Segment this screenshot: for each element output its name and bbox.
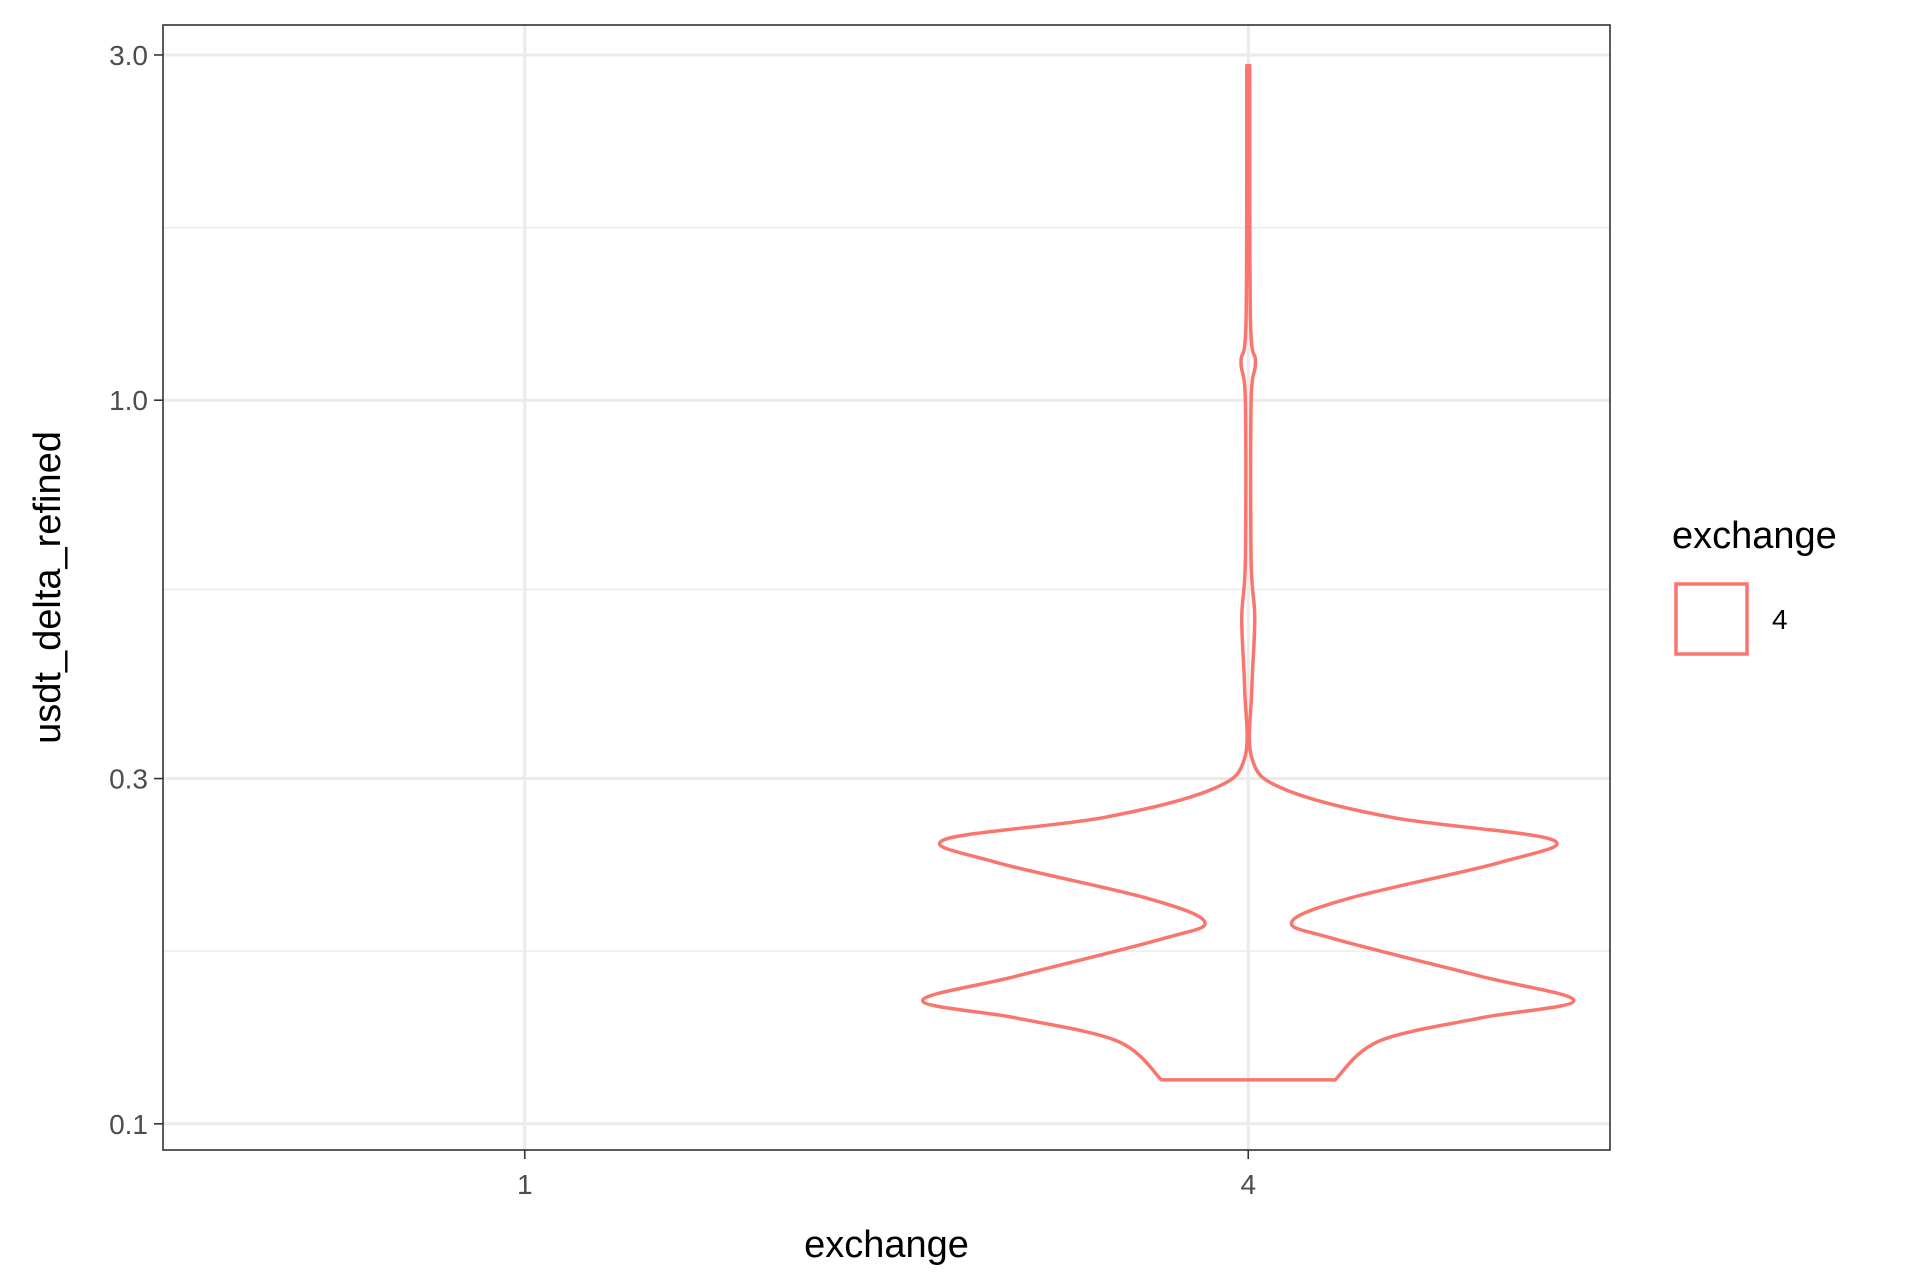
x-axis-title: exchange [804, 1224, 969, 1266]
legend-entries: 4 [1674, 582, 1788, 656]
y-tick-label: 3.0 [109, 40, 148, 71]
legend-key-4 [1674, 582, 1749, 656]
y-axis: 0.1 0.3 1.0 3.0 [109, 40, 163, 1140]
violin-layer [920, 63, 1576, 1082]
legend-label: 4 [1772, 604, 1788, 635]
y-tick-label: 0.1 [109, 1109, 148, 1140]
panel-border [162, 24, 1611, 1151]
legend: exchange 4 [1672, 515, 1837, 656]
violin-4 [920, 63, 1576, 1082]
y-axis-title: usdt_delta_refined [27, 431, 69, 744]
major-gridlines [163, 25, 1610, 1150]
minor-gridlines [163, 226, 1610, 952]
x-tick-label: 1 [517, 1169, 533, 1200]
y-tick-label: 0.3 [109, 764, 148, 795]
y-tick-label: 1.0 [109, 385, 148, 416]
x-tick-label: 4 [1240, 1169, 1256, 1200]
legend-title: exchange [1672, 515, 1837, 557]
